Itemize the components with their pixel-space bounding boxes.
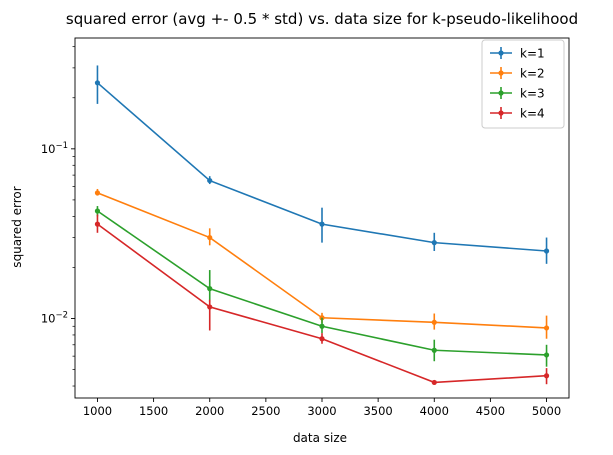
x-tick-label: 1000: [83, 404, 112, 418]
legend-entry-3: k=3: [490, 87, 545, 101]
legend-entry-2: k=2: [490, 67, 545, 81]
y-tick-label: 10−2: [41, 311, 68, 326]
data-point: [319, 221, 325, 227]
data-point: [431, 379, 437, 386]
data-point: [431, 319, 437, 325]
data-point: [543, 325, 550, 331]
data-point: [207, 304, 213, 310]
x-tick-label: 2500: [251, 404, 280, 418]
legend-marker: [498, 90, 504, 96]
x-axis-label: data size: [293, 431, 347, 445]
series-1: [94, 65, 550, 264]
legend-marker: [498, 70, 504, 76]
legend-marker: [498, 50, 504, 56]
y-axis: 10−2 10−1: [41, 46, 75, 387]
x-tick-label: 4500: [476, 404, 505, 418]
legend-entry-1: k=1: [490, 47, 545, 61]
chart-title: squared error (avg +- 0.5 * std) vs. dat…: [66, 10, 578, 28]
data-point: [319, 336, 325, 342]
data-point: [207, 177, 213, 184]
x-tick-label: 4000: [420, 404, 449, 418]
y-tick-label: 10−1: [41, 141, 68, 156]
series-3: [94, 206, 550, 367]
legend-label: k=3: [520, 87, 545, 101]
legend-label: k=1: [520, 47, 545, 61]
data-point: [431, 240, 437, 246]
legend: k=1 k=2 k=3 k=4: [481, 39, 565, 129]
x-tick-label: 2000: [195, 404, 224, 418]
legend-marker: [498, 110, 504, 116]
legend-box: [481, 39, 565, 129]
legend-entry-4: k=4: [490, 107, 545, 121]
data-point: [543, 373, 550, 379]
data-point: [94, 80, 101, 86]
x-tick-label: 1500: [139, 404, 168, 418]
series-layer: [94, 65, 550, 386]
data-point: [543, 248, 550, 254]
data-point: [543, 352, 550, 358]
x-tick-label: 5000: [532, 404, 561, 418]
y-axis-label: squared error: [10, 186, 24, 267]
data-point: [94, 221, 101, 227]
series-4: [94, 214, 550, 386]
data-point: [207, 286, 213, 292]
x-axis: 1000 1500 2000 2500 3000 3500 4000 4500 5000: [83, 398, 561, 418]
legend-label: k=2: [520, 67, 545, 81]
data-point: [94, 190, 101, 196]
data-point: [319, 323, 325, 329]
data-point: [431, 347, 437, 353]
x-tick-label: 3000: [307, 404, 336, 418]
data-point: [207, 234, 213, 241]
legend-label: k=4: [520, 107, 545, 121]
data-point: [94, 208, 101, 214]
x-tick-label: 3500: [363, 404, 392, 418]
series-line: [96, 223, 547, 384]
